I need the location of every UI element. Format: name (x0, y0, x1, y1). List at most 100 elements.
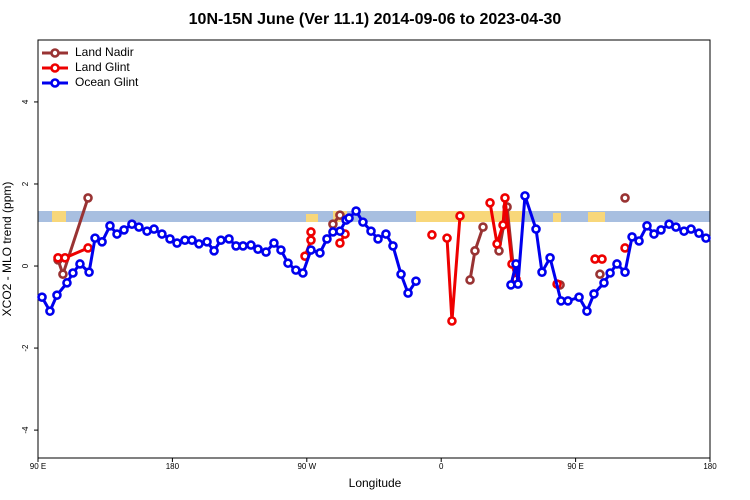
point (589, 289, 599, 299)
point (315, 248, 325, 258)
point (134, 222, 144, 232)
point (216, 235, 226, 245)
point (306, 245, 316, 255)
point (172, 238, 182, 248)
point (531, 224, 541, 234)
y-tick-label: 0 (21, 263, 30, 268)
point (335, 238, 345, 248)
point (149, 224, 159, 234)
point (209, 246, 219, 256)
point (328, 219, 338, 229)
point (90, 233, 100, 243)
point (112, 229, 122, 239)
point (45, 306, 55, 316)
point (253, 244, 263, 255)
x-tick-label: 180 (166, 462, 180, 471)
point (373, 234, 383, 244)
point (597, 254, 607, 264)
point (500, 193, 510, 203)
point (447, 316, 457, 326)
point (478, 222, 488, 232)
point (686, 224, 696, 234)
point (246, 240, 256, 250)
point (83, 243, 93, 253)
x-tick-label: 90 E (30, 462, 46, 471)
chart-title: 10N-15N June (Ver 11.1) 2014-09-06 to 20… (189, 11, 562, 28)
point (157, 229, 167, 239)
point (276, 245, 286, 255)
point (701, 233, 711, 243)
legend-label: Ocean Glint (75, 75, 139, 89)
point (165, 234, 175, 244)
point (84, 267, 94, 277)
point (58, 269, 68, 280)
point (238, 241, 248, 251)
y-tick-label: -2 (21, 344, 30, 352)
point (97, 237, 107, 247)
point (427, 230, 437, 240)
point (620, 267, 630, 277)
point (545, 253, 555, 263)
point (627, 232, 637, 242)
point (37, 292, 47, 302)
point (563, 296, 573, 306)
point (574, 292, 584, 302)
point (335, 210, 345, 220)
y-axis-label: XCO2 - MLO trend (ppm) (0, 182, 14, 317)
point (269, 238, 279, 248)
point (366, 226, 376, 236)
point (224, 234, 234, 244)
point (68, 268, 78, 278)
point (599, 278, 609, 288)
point (52, 290, 62, 300)
legend-marker (50, 63, 60, 73)
point (202, 237, 212, 247)
x-tick-label: 0 (439, 462, 444, 471)
point (694, 228, 704, 239)
x-tick-label: 90 W (297, 462, 316, 471)
point (513, 279, 523, 289)
point (411, 276, 421, 287)
point (194, 239, 204, 249)
point (335, 226, 345, 236)
point (634, 236, 644, 246)
point (62, 278, 72, 288)
point (298, 268, 308, 278)
point (381, 229, 391, 239)
point (620, 243, 630, 253)
point (396, 269, 406, 280)
point (498, 220, 508, 230)
point (492, 239, 502, 249)
point (388, 241, 398, 251)
legend-marker (50, 48, 60, 58)
point (322, 234, 332, 244)
point (351, 206, 361, 216)
point (442, 233, 452, 243)
point (306, 227, 316, 237)
legend-label: Land Nadir (75, 45, 134, 59)
x-axis-label: Longitude (349, 476, 402, 490)
x-tick-label: 90 E (567, 462, 583, 471)
point (620, 193, 630, 203)
point (105, 221, 115, 231)
point (465, 275, 475, 285)
point (119, 225, 129, 235)
point (403, 288, 413, 298)
point (358, 217, 368, 227)
point (187, 235, 197, 245)
y-tick-label: 4 (21, 99, 30, 104)
point (511, 259, 521, 269)
point (83, 193, 93, 203)
point (642, 221, 652, 231)
point (656, 225, 666, 235)
x-tick-label: 180 (703, 462, 717, 471)
plot-frame (37, 39, 711, 459)
legend-label: Land Glint (75, 60, 130, 74)
point (470, 246, 480, 256)
y-tick-label: -4 (21, 426, 30, 434)
point (60, 253, 70, 263)
point (605, 268, 615, 278)
point (344, 213, 354, 223)
